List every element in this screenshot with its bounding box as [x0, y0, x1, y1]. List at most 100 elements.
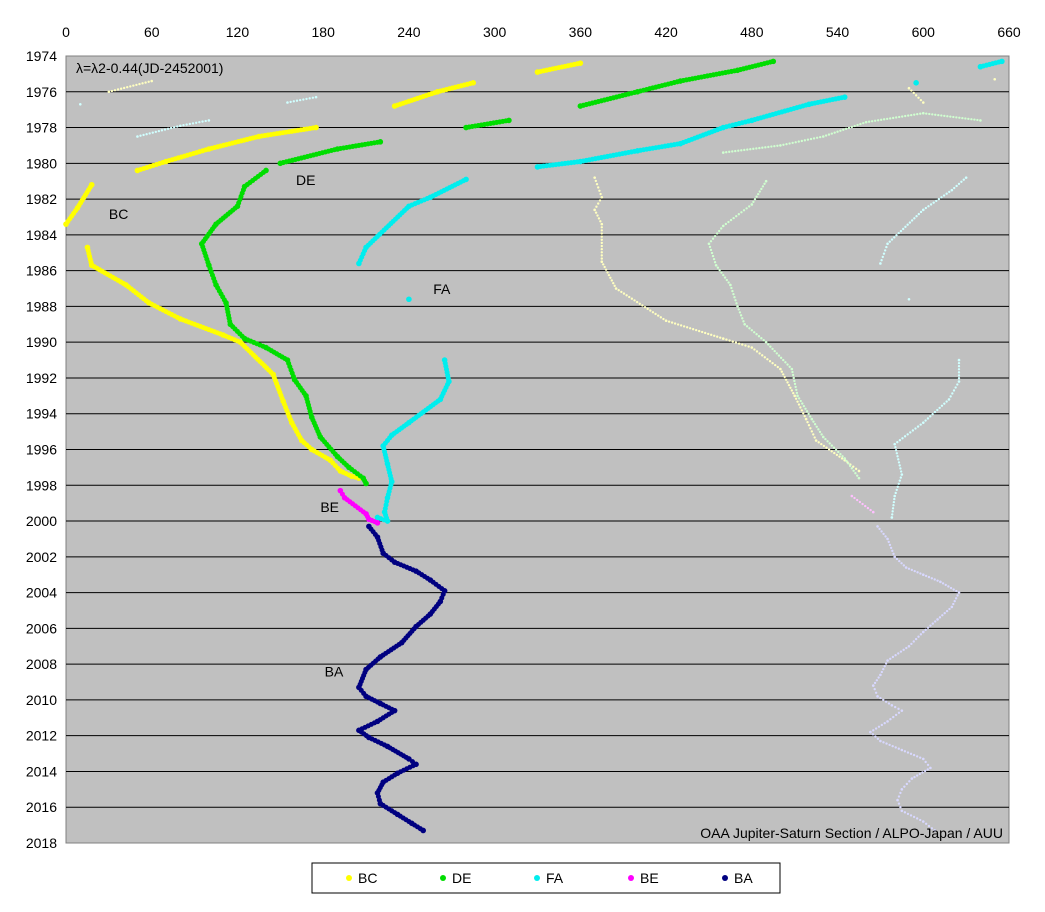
prev-point-de: [805, 410, 809, 413]
prev-point-de: [791, 373, 795, 377]
prev-point-bc: [138, 82, 141, 86]
prev-point-de: [943, 114, 946, 118]
prev-point-ba: [921, 630, 925, 634]
prev-point-de: [955, 116, 958, 119]
prev-point-fa: [139, 134, 142, 137]
prev-point-bc: [731, 340, 734, 343]
prev-point-bc: [758, 352, 761, 355]
prev-point-fa: [921, 421, 925, 424]
prev-point-fa: [950, 188, 954, 192]
prev-point-de: [799, 399, 802, 403]
prev-point-ba: [892, 715, 895, 719]
prev-point-bc: [673, 322, 677, 325]
prev-point-ba: [890, 703, 894, 707]
prev-point-de: [876, 119, 880, 122]
prev-point-ba: [910, 568, 914, 572]
y-tick-label: 1976: [26, 84, 57, 100]
prev-point-bc: [670, 321, 674, 324]
prev-point-ba: [919, 818, 922, 822]
prev-point-de: [892, 116, 895, 120]
prev-point-ba: [931, 622, 934, 625]
prev-point-ba: [952, 588, 955, 591]
x-tick-label: 600: [912, 24, 936, 40]
prev-point-ba: [896, 798, 899, 802]
y-tick-label: 2010: [26, 692, 57, 708]
prev-point-ba: [876, 737, 880, 740]
prev-point-de: [812, 137, 816, 140]
legend-label-bc: BC: [358, 870, 377, 886]
prev-point-ba: [914, 637, 918, 641]
prev-point-bc: [825, 446, 828, 449]
prev-point-fa: [891, 507, 895, 510]
prev-point-fa: [957, 380, 961, 383]
prev-point-de: [729, 283, 732, 287]
prev-point-fa: [295, 99, 299, 102]
prev-point-bc: [721, 337, 725, 340]
x-tick-labels: 0 60 120 180 240 300 360 420 480 540 600 660: [62, 24, 1021, 40]
prev-point-de: [794, 385, 797, 389]
prev-point-ba: [934, 620, 937, 623]
prev-point-de: [886, 117, 889, 121]
data-point-fa: [374, 514, 381, 521]
y-tick-label: 1996: [26, 442, 57, 458]
prev-point-de: [910, 113, 913, 117]
prev-point-bc: [822, 444, 826, 448]
prev-point-bc: [147, 80, 150, 83]
prev-point-de: [737, 308, 740, 311]
prev-point-fa: [892, 500, 896, 504]
prev-point-de: [867, 120, 871, 123]
prev-point-ba: [923, 769, 927, 773]
x-tick-label: 660: [997, 24, 1021, 40]
prev-point-bc: [662, 317, 665, 321]
prev-point-bc: [747, 345, 750, 348]
prev-point-fa: [919, 210, 923, 214]
prev-point-ba: [929, 624, 932, 627]
legend-marker-fa: [534, 875, 540, 881]
legend-box: [311, 862, 781, 894]
prev-point-fa: [157, 129, 161, 133]
prev-point-bc: [813, 436, 816, 439]
prev-point-bc: [782, 373, 785, 376]
y-tick-label: 1980: [26, 155, 57, 171]
prev-point-de: [824, 134, 828, 137]
credit-label: OAA Jupiter-Saturn Section / ALPO-Japan …: [700, 825, 1003, 841]
prev-point-de: [710, 251, 714, 255]
data-series-be: [337, 487, 381, 526]
prev-point-de: [803, 139, 807, 142]
prev-point-ba: [950, 605, 954, 609]
prev-point-bc: [817, 441, 820, 444]
prev-point-fa: [894, 449, 898, 452]
prev-point-bc: [912, 91, 915, 95]
annotation-bc: BC: [109, 206, 128, 222]
prev-point-bc: [784, 378, 788, 381]
y-tick-label: 1982: [26, 191, 57, 207]
prev-point-de: [742, 320, 745, 323]
prev-point-bc: [914, 94, 918, 97]
prev-point-bc: [783, 375, 786, 379]
legend: BC DE FA BE BA: [311, 862, 781, 894]
legend-marker-de: [440, 875, 446, 881]
grid-lines: [66, 91, 1009, 808]
prev-point-de: [836, 130, 839, 133]
prev-point-de: [864, 120, 868, 124]
prev-point-bc: [643, 305, 647, 309]
prev-point-de: [739, 314, 743, 317]
prev-point-de: [801, 402, 804, 405]
data-point-fa: [999, 58, 1005, 65]
prev-point-fa: [945, 192, 948, 195]
prev-point-de: [907, 114, 910, 117]
y-tick-label: 2008: [26, 656, 57, 672]
prev-point-de: [755, 147, 758, 150]
prev-point-bc: [794, 397, 798, 400]
prev-point-fa: [957, 377, 961, 380]
prev-point-ba: [878, 527, 881, 531]
prev-point-fa: [954, 386, 957, 389]
prev-point-ba: [957, 591, 961, 594]
prev-point-de: [921, 111, 925, 115]
prev-point-de: [773, 349, 776, 353]
prev-point-bc: [654, 312, 657, 316]
y-tick-label: 1990: [26, 334, 57, 350]
x-tick-label: 480: [740, 24, 764, 40]
prev-point-ba: [912, 815, 916, 819]
data-series-de: [198, 58, 777, 487]
